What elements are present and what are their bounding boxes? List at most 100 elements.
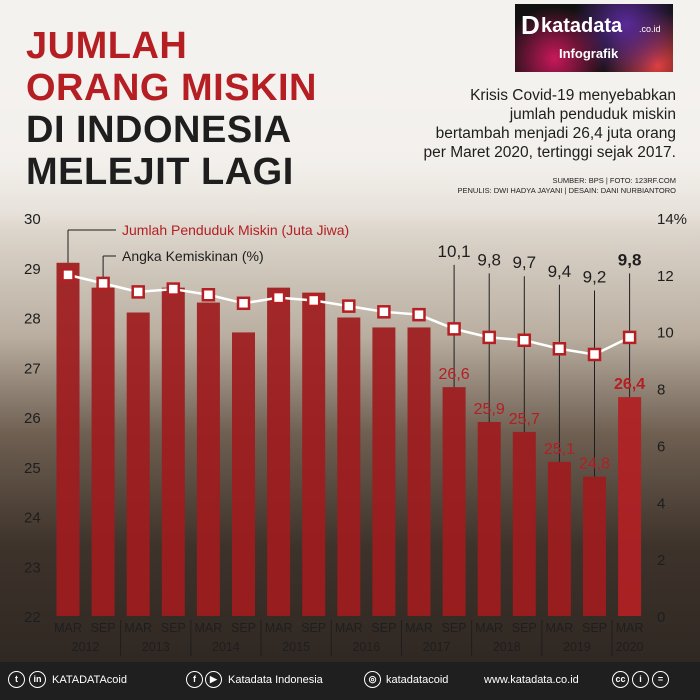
y-right-tick-label: 4 [657, 495, 665, 512]
katadata-logo: D katadata .co.id Infografik [515, 4, 673, 72]
x-year-label: 2018 [493, 640, 521, 654]
x-year-label: 2020 [616, 640, 644, 654]
line-point [236, 296, 251, 311]
linkedin-icon[interactable]: in [29, 671, 46, 688]
x-period-label: MAR [475, 621, 503, 635]
bar [372, 327, 396, 616]
x-year-label: 2019 [563, 640, 591, 654]
logo-label: Infografik [559, 46, 619, 61]
bar-value-label: 24,8 [579, 456, 610, 473]
y-right-tick-label: 6 [657, 438, 665, 455]
x-period-label: MAR [546, 621, 574, 635]
y-left-tick-label: 28 [24, 311, 41, 328]
footer-page[interactable]: Katadata Indonesia [228, 674, 323, 686]
bar [477, 421, 501, 616]
x-period-label: SEP [582, 621, 607, 635]
line-value-label: 9,2 [583, 267, 607, 286]
twitter-icon[interactable]: t [8, 671, 25, 688]
footer-handle-2[interactable]: katadatacoid [386, 674, 449, 686]
y-right-tick-label: 14% [657, 211, 687, 228]
line-point [166, 282, 181, 296]
title-line-2: ORANG MISKIN [26, 67, 317, 109]
x-period-label: SEP [301, 621, 326, 635]
y-left-tick-label: 29 [24, 261, 41, 278]
x-period-label: SEP [512, 621, 537, 635]
bar [196, 302, 220, 616]
intro-text: Krisis Covid-19 menyebabkan jumlah pendu… [410, 86, 676, 162]
x-year-label: 2016 [352, 640, 380, 654]
bar [161, 287, 185, 616]
bar [618, 397, 642, 616]
youtube-icon[interactable]: ▶ [205, 671, 222, 688]
line-point [517, 333, 532, 347]
x-period-label: MAR [616, 621, 644, 635]
x-period-label: MAR [405, 621, 433, 635]
bar [232, 332, 255, 616]
line-point [552, 342, 567, 356]
y-right-tick-label: 2 [657, 552, 665, 569]
line-point [622, 330, 637, 345]
x-period-label: MAR [335, 621, 363, 635]
footer-url[interactable]: www.katadata.co.id [484, 674, 579, 686]
line-value-label: 9,4 [548, 262, 572, 281]
bar [407, 327, 431, 616]
y-left-tick-label: 23 [24, 559, 41, 576]
logo-swirl-graphic [515, 4, 673, 72]
footer-handle-1[interactable]: KATADATAcoid [52, 674, 127, 686]
facebook-icon[interactable]: f [186, 671, 203, 688]
bar-value-label: 25,9 [474, 401, 505, 418]
line-point [447, 322, 461, 336]
bar-value-label: 25,1 [544, 441, 575, 458]
source-credit: SUMBER: BPS | FOTO: 123RF.COM [552, 176, 676, 185]
logo-suffix: .co.id [639, 24, 661, 34]
x-period-label: SEP [91, 621, 116, 635]
title-line-4: MELEJIT LAGI [26, 151, 294, 193]
x-period-label: MAR [265, 621, 293, 635]
line-point [587, 347, 602, 362]
legend-line-series: Angka Kemiskinan (%) [122, 248, 264, 264]
title-line-3: DI INDONESIA [26, 109, 292, 151]
line-value-label: 9,8 [618, 250, 642, 269]
author-credit: PENULIS: DWI HADYA JAYANI | DESAIN: DANI… [457, 186, 676, 195]
bar [442, 387, 466, 616]
x-period-label: MAR [54, 621, 82, 635]
line-value-label: 9,7 [512, 253, 536, 272]
x-period-label: SEP [371, 621, 396, 635]
y-left-tick-label: 22 [24, 609, 41, 626]
attribution-icon: i [632, 671, 649, 688]
line-point [61, 268, 75, 282]
y-left-tick-label: 30 [24, 211, 41, 228]
y-left-tick-label: 24 [24, 510, 41, 527]
logo-brand: katadata [541, 15, 623, 37]
x-year-label: 2017 [423, 640, 451, 654]
intro-line-3: bertambah menjadi 26,4 juta orang [435, 125, 676, 142]
x-period-label: MAR [195, 621, 223, 635]
footer-bar: t in KATADATAcoid f ▶ Katadata Indonesia… [0, 662, 700, 700]
bar [267, 287, 291, 616]
bar [91, 287, 115, 616]
bar-value-label: 26,6 [439, 366, 470, 383]
y-right-tick-label: 10 [657, 325, 674, 342]
line-point [377, 305, 391, 319]
bar [512, 431, 536, 616]
line-value-label: 10,1 [438, 242, 471, 261]
y-right-tick-label: 0 [657, 609, 665, 626]
line-point [201, 288, 216, 302]
x-period-label: SEP [442, 621, 467, 635]
line-point [342, 299, 356, 313]
bar-value-label: 26,4 [614, 376, 645, 393]
y-right-tick-label: 8 [657, 382, 665, 399]
bar [56, 262, 80, 616]
instagram-icon[interactable]: ◎ [364, 671, 381, 688]
x-year-label: 2013 [142, 640, 170, 654]
bar [337, 317, 361, 616]
y-left-tick-label: 25 [24, 460, 41, 477]
logo-d-icon: D [521, 10, 540, 40]
line-point [482, 330, 496, 345]
bar [547, 461, 571, 616]
legend-bar-series: Jumlah Penduduk Miskin (Juta Jiwa) [122, 222, 349, 238]
y-left-tick-label: 27 [24, 360, 41, 377]
bar [302, 292, 326, 616]
intro-line-1: Krisis Covid-19 menyebabkan [470, 87, 676, 104]
